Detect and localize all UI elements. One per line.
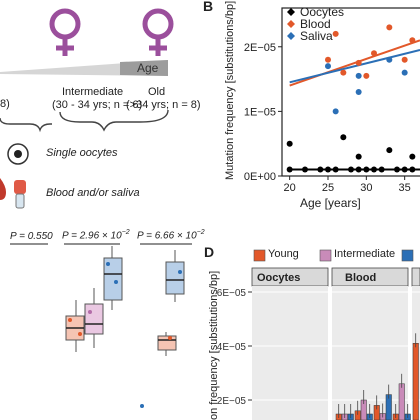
- legend-label-saliva: Saliva: [300, 29, 333, 43]
- legend-label-blood: Blood: [300, 17, 331, 31]
- point-blood: [409, 37, 416, 44]
- blood-drop-icon: [0, 178, 6, 200]
- point-oocytes: [325, 166, 331, 173]
- bar: [398, 383, 405, 420]
- blank: [18, 296, 30, 308]
- point-oocytes: [317, 166, 324, 173]
- point-oocytes: [409, 166, 416, 173]
- group-old-range: (>34 yrs; n = 8): [126, 99, 201, 111]
- point-blood: [325, 56, 331, 63]
- facet-panel: [252, 286, 328, 420]
- legend-intermediate-label: Intermediate: [334, 248, 396, 260]
- legend-young-label: Young: [268, 248, 299, 260]
- panel-d-letter: D: [204, 244, 215, 260]
- box-blood-old: [165, 250, 185, 302]
- point-oocytes: [286, 140, 293, 147]
- x-tick-label: 30: [360, 182, 372, 194]
- plot-frame: [281, 7, 420, 177]
- legend-marker-blood: [287, 20, 295, 28]
- point-saliva: [355, 89, 362, 95]
- box-blood-young: [157, 332, 177, 356]
- point-oocytes: [332, 166, 339, 173]
- legend-single-oocytes: Single oocytes: [46, 147, 118, 159]
- box-intermediate: [84, 288, 104, 348]
- point-oocytes: [378, 166, 385, 173]
- point-oocytes: [363, 166, 370, 173]
- point-oocytes: [386, 147, 393, 154]
- point-oocytes: [409, 153, 416, 160]
- y-tick-label: 2E−05: [244, 42, 276, 54]
- point-saliva: [386, 56, 393, 63]
- box-young: [65, 300, 85, 352]
- legend-marker-oocytes: [287, 8, 295, 16]
- brace-young: [0, 117, 52, 133]
- pvalue-old: P = 6.66 × 10−2: [137, 229, 205, 242]
- series-line-saliva: [289, 49, 420, 84]
- female-icon: [142, 8, 174, 56]
- oocyte-icon: [7, 143, 29, 165]
- group-intermediate-range: (30 - 34 yrs; n = 6): [52, 99, 143, 111]
- x-tick-label: 25: [322, 182, 334, 194]
- pvalue-intermediate: P = 2.96 × 10−2: [62, 229, 130, 242]
- y-tick-label: 6E−05: [217, 288, 247, 299]
- facet-oocytes-label: Oocytes: [257, 272, 301, 284]
- point-blood: [355, 59, 362, 66]
- point-saliva: [332, 108, 339, 115]
- point-oocytes: [401, 166, 408, 173]
- point-saliva: [355, 72, 362, 79]
- point-saliva: [325, 63, 331, 70]
- bar: [412, 343, 419, 420]
- point-blood: [332, 30, 339, 37]
- point-oocytes: [394, 166, 400, 173]
- pvalue-young: P = 0.550: [10, 231, 53, 242]
- point-blood: [371, 50, 377, 57]
- panel-b-xlabel: Age [years]: [300, 196, 361, 210]
- legend-swatch-old: [401, 249, 414, 262]
- point-blood: [386, 24, 393, 31]
- point-oocytes: [286, 166, 293, 173]
- legend-blood-saliva: Blood and/or saliva: [46, 187, 140, 199]
- point-oocytes: [348, 166, 354, 173]
- facet-blood-label: Blood: [345, 272, 377, 284]
- group-young-label: 8): [0, 98, 10, 110]
- legend-swatch-intermediate: [319, 249, 332, 262]
- facet-strip: [411, 267, 420, 287]
- saliva-tube-icon: [14, 180, 26, 209]
- legend-marker-saliva: [287, 32, 295, 40]
- point-oocytes: [302, 166, 308, 173]
- y-tick-label: 0E+00: [244, 171, 276, 183]
- age-label: Age: [137, 61, 159, 75]
- brace-old: [59, 109, 169, 132]
- point-blood: [363, 72, 370, 79]
- point-oocytes: [355, 153, 362, 160]
- point-saliva: [401, 69, 408, 76]
- point-blood: [401, 56, 408, 63]
- age-wedge-dark: [120, 60, 168, 76]
- x-tick-label: 20: [284, 182, 296, 194]
- group-old-label: Old: [148, 86, 166, 98]
- series-line-blood: [289, 39, 420, 87]
- legend-label-oocytes: Oocytes: [300, 5, 344, 19]
- group-intermediate-label: Intermediate: [62, 86, 124, 98]
- y-tick-label: 4E−05: [217, 342, 247, 353]
- y-tick-label: 2E−05: [217, 396, 247, 407]
- point-blood: [340, 69, 347, 76]
- box-old: [103, 246, 123, 310]
- point-oocytes: [371, 166, 377, 173]
- panel-b-letter: B: [203, 0, 214, 14]
- facet-panel: [332, 286, 408, 420]
- point-oocytes: [340, 134, 347, 141]
- x-tick-label: 35: [399, 182, 411, 194]
- legend-swatch-young: [253, 249, 266, 262]
- point-oocytes: [355, 166, 362, 173]
- female-icon: [49, 8, 81, 56]
- y-tick-label: 1E−05: [244, 106, 276, 118]
- outlier-point: [140, 404, 144, 408]
